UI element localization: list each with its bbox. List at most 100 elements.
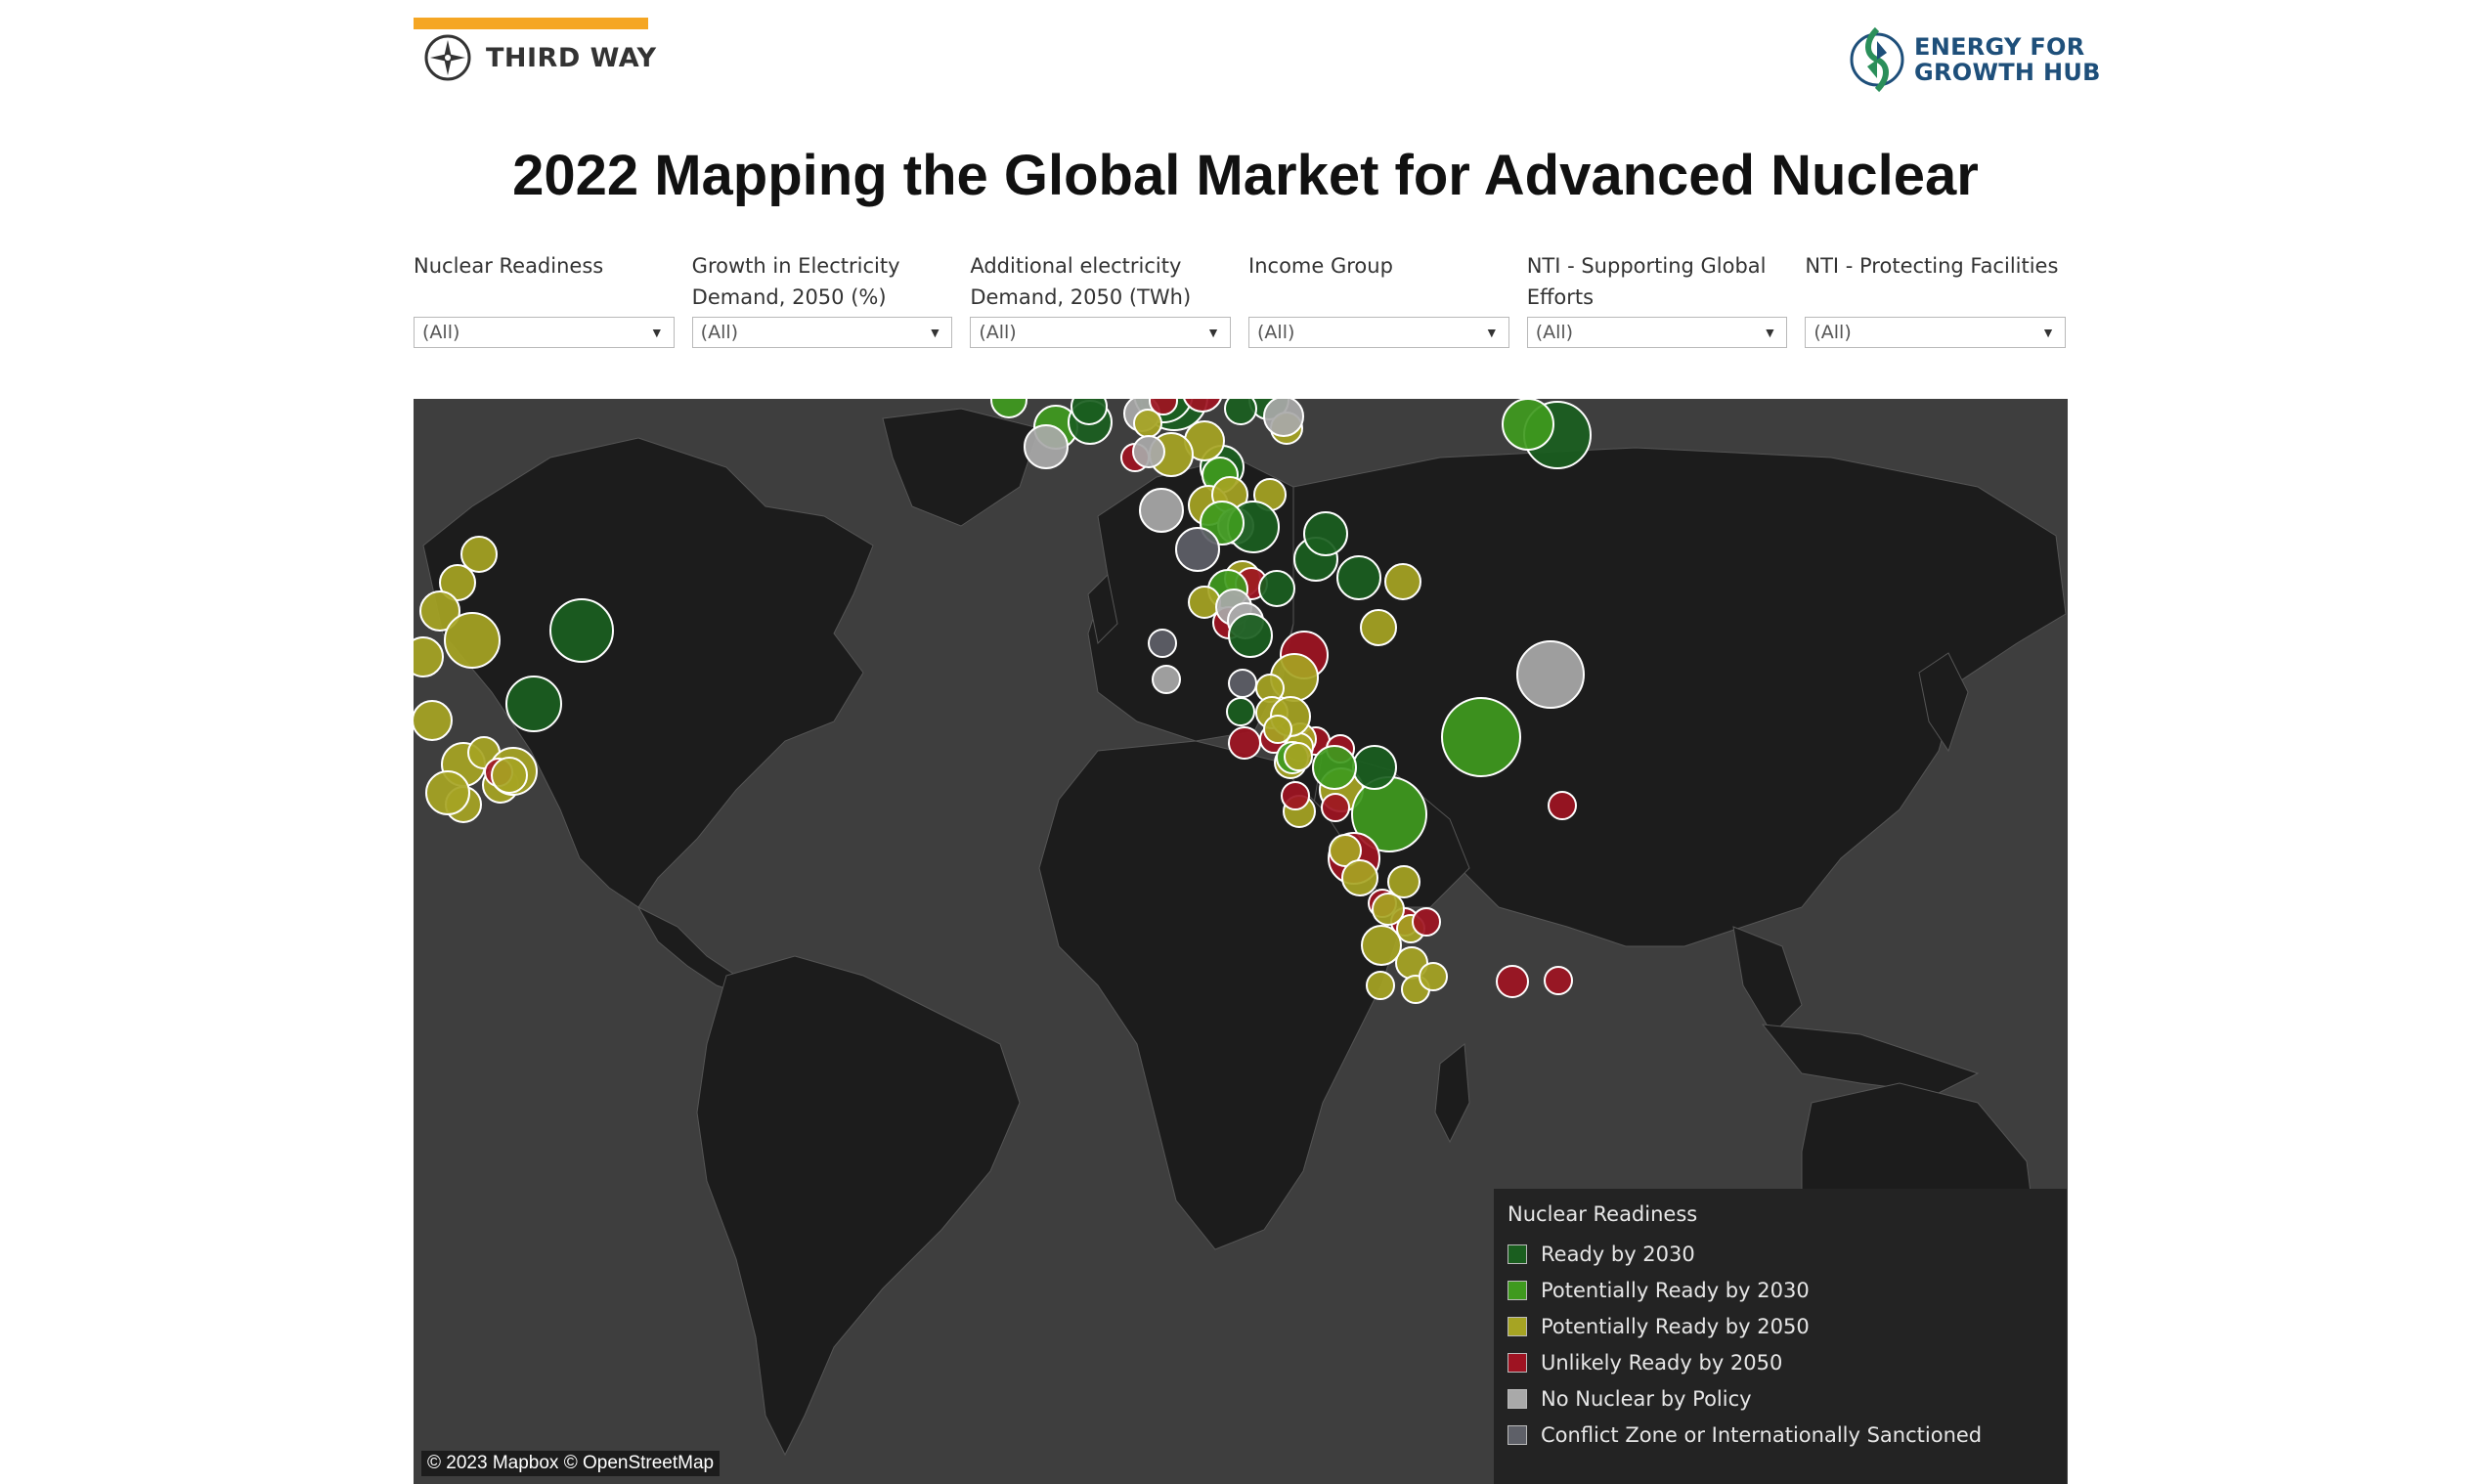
country-bubble[interactable]	[1263, 715, 1292, 744]
country-bubble[interactable]	[1412, 907, 1441, 937]
country-bubble[interactable]	[1133, 409, 1162, 438]
country-bubble[interactable]	[990, 399, 1027, 418]
brand-left-name: THIRD WAY	[486, 42, 657, 73]
dropdown-value: (All)	[1257, 322, 1295, 343]
filter-label: Nuclear Readiness	[414, 254, 604, 278]
country-bubble[interactable]	[439, 564, 476, 601]
brand-right-line1: ENERGY FOR	[1914, 33, 2085, 61]
country-bubble[interactable]	[1132, 435, 1165, 468]
country-bubble[interactable]	[1152, 665, 1181, 694]
land-se-asia	[1732, 926, 1803, 1035]
country-bubble[interactable]	[1544, 966, 1573, 995]
legend-item-no-nuclear-policy[interactable]: No Nuclear by Policy	[1508, 1380, 2053, 1417]
legend-label: No Nuclear by Policy	[1541, 1386, 1752, 1411]
third-way-logo[interactable]: THIRD WAY	[423, 33, 657, 82]
nti-protecting-dropdown[interactable]: (All) ▼	[1805, 317, 2067, 348]
country-bubble[interactable]	[1024, 424, 1069, 469]
country-bubble[interactable]	[491, 757, 528, 794]
legend-item-potentially-ready-2050[interactable]: Potentially Ready by 2050	[1508, 1308, 2053, 1344]
filter-nti-protecting: NTI - Protecting Facilities (All) ▼	[1805, 250, 2067, 348]
country-bubble[interactable]	[1263, 399, 1304, 437]
brand-right-text: ENERGY FOR GROWTH HUB	[1914, 34, 2101, 85]
land-south-america	[696, 955, 1021, 1457]
country-bubble[interactable]	[419, 590, 460, 632]
country-bubble[interactable]	[414, 700, 453, 741]
legend-swatch	[1508, 1316, 1527, 1336]
country-bubble[interactable]	[1226, 697, 1255, 726]
country-bubble[interactable]	[1548, 791, 1577, 820]
legend-label: Potentially Ready by 2050	[1541, 1314, 1810, 1338]
country-bubble[interactable]	[1228, 669, 1257, 698]
country-bubble[interactable]	[1502, 399, 1554, 451]
legend-item-unlikely-ready-2050[interactable]: Unlikely Ready by 2050	[1508, 1344, 2053, 1380]
brand-accent-bar	[414, 18, 648, 29]
country-bubbles[interactable]	[414, 399, 1592, 1004]
country-bubble[interactable]	[1228, 726, 1261, 760]
country-bubble[interactable]	[1516, 640, 1585, 709]
filter-income-group: Income Group (All) ▼	[1248, 250, 1509, 348]
country-bubble[interactable]	[1224, 399, 1257, 425]
country-bubble[interactable]	[1321, 793, 1350, 822]
country-bubble[interactable]	[1361, 925, 1402, 966]
country-bubble[interactable]	[1441, 697, 1521, 777]
energy-leaf-icon	[1850, 26, 1904, 93]
country-bubble[interactable]	[1228, 613, 1273, 658]
country-bubble[interactable]	[505, 676, 562, 732]
country-bubble[interactable]	[1372, 893, 1405, 926]
country-bubble[interactable]	[1139, 488, 1184, 533]
country-bubble[interactable]	[444, 612, 501, 669]
legend-item-potentially-ready-2030[interactable]: Potentially Ready by 2030	[1508, 1272, 2053, 1308]
additional-demand-dropdown[interactable]: (All) ▼	[970, 317, 1232, 348]
country-bubble[interactable]	[1071, 399, 1108, 425]
country-bubble[interactable]	[1352, 745, 1397, 790]
country-bubble[interactable]	[1496, 965, 1529, 998]
legend-label: Ready by 2030	[1541, 1242, 1695, 1266]
caret-down-icon: ▼	[649, 325, 664, 340]
country-bubble[interactable]	[1148, 629, 1177, 658]
country-bubble[interactable]	[1175, 527, 1220, 572]
land-indonesia	[1761, 1024, 1980, 1094]
filter-label: NTI - Protecting Facilities	[1805, 254, 2059, 278]
country-bubble[interactable]	[460, 536, 498, 573]
land-greenland	[882, 408, 1040, 527]
country-bubble[interactable]	[425, 770, 470, 815]
legend-swatch	[1508, 1280, 1527, 1300]
legend-item-ready-2030[interactable]: Ready by 2030	[1508, 1236, 2053, 1272]
legend-swatch	[1508, 1244, 1527, 1264]
growth-demand-dropdown[interactable]: (All) ▼	[691, 317, 953, 348]
dropdown-value: (All)	[979, 322, 1017, 343]
legend-swatch	[1508, 1424, 1527, 1445]
country-bubble[interactable]	[1183, 399, 1222, 413]
energy-for-growth-hub-logo[interactable]: ENERGY FOR GROWTH HUB	[1848, 23, 2101, 96]
country-bubble[interactable]	[1312, 745, 1357, 790]
nti-supporting-dropdown[interactable]: (All) ▼	[1526, 317, 1788, 348]
country-bubble[interactable]	[1336, 555, 1381, 600]
filter-label: Growth in Electricity Demand, 2050 (%)	[691, 254, 900, 309]
world-map[interactable]: © 2023 Mapbox © OpenStreetMap Nuclear Re…	[414, 399, 2068, 1484]
country-bubble[interactable]	[1281, 781, 1310, 810]
filter-nti-supporting: NTI - Supporting Global Efforts (All) ▼	[1526, 250, 1788, 348]
country-bubble[interactable]	[1387, 865, 1420, 898]
page-title: 2022 Mapping the Global Market for Advan…	[512, 144, 1979, 207]
country-bubble[interactable]	[1366, 971, 1395, 1000]
map-attribution[interactable]: © 2023 Mapbox © OpenStreetMap	[421, 1451, 721, 1476]
nuclear-readiness-dropdown[interactable]: (All) ▼	[414, 317, 675, 348]
country-bubble[interactable]	[1419, 962, 1448, 991]
income-group-dropdown[interactable]: (All) ▼	[1248, 317, 1509, 348]
caret-down-icon: ▼	[2041, 325, 2056, 340]
country-bubble[interactable]	[1284, 742, 1313, 771]
country-bubble[interactable]	[1149, 399, 1178, 415]
legend-item-conflict-zone[interactable]: Conflict Zone or Internationally Sanctio…	[1508, 1417, 2053, 1453]
country-bubble[interactable]	[549, 598, 614, 663]
country-bubble[interactable]	[1329, 834, 1362, 867]
country-bubble[interactable]	[1341, 859, 1378, 896]
country-bubble[interactable]	[1258, 570, 1295, 607]
legend-label: Potentially Ready by 2030	[1541, 1278, 1810, 1302]
caret-down-icon: ▼	[1206, 325, 1221, 340]
country-bubble[interactable]	[1384, 563, 1421, 600]
country-bubble[interactable]	[1360, 609, 1397, 646]
land-japan	[1918, 652, 1969, 753]
caret-down-icon: ▼	[1763, 325, 1777, 340]
country-bubble[interactable]	[414, 636, 444, 677]
country-bubble[interactable]	[1303, 511, 1348, 556]
